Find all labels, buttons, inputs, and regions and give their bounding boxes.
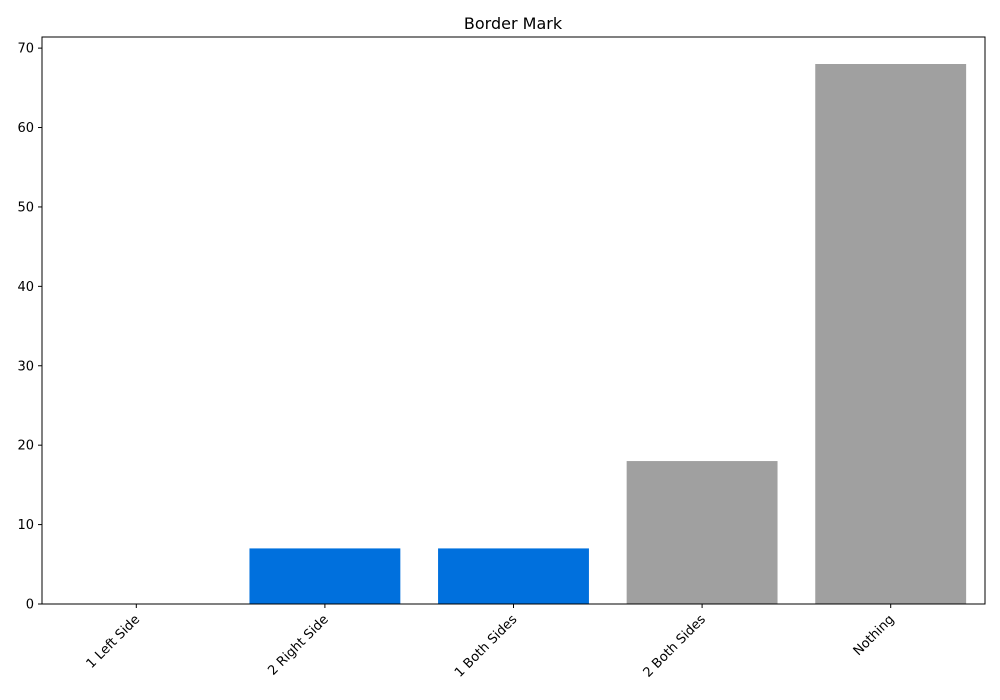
y-tick-label: 50 [17, 200, 34, 215]
y-tick-label: 0 [26, 598, 34, 613]
x-tick-label: Nothing [851, 612, 898, 659]
bar-2-right-side [249, 548, 401, 604]
y-tick-label: 40 [17, 280, 34, 295]
y-tick-label: 60 [17, 121, 34, 136]
bar-nothing [815, 64, 967, 604]
y-tick-label: 20 [17, 439, 34, 454]
bar-2-both-sides [626, 461, 778, 604]
bars-group [249, 64, 967, 604]
chart-title: Border Mark [464, 14, 563, 33]
x-axis: 1 Left Side 2 Right Side 1 Both Sides 2 Bot… [84, 604, 898, 681]
y-tick-label: 10 [17, 518, 34, 533]
x-tick-label: 1 Left Side [84, 612, 143, 671]
x-tick-label: 2 Both Sides [641, 612, 709, 680]
x-tick-label: 2 Right Side [265, 612, 331, 678]
y-axis: 0 10 20 30 40 50 60 70 [17, 42, 42, 613]
y-tick-label: 30 [17, 359, 34, 374]
y-tick-label: 70 [17, 42, 34, 57]
x-tick-label: 1 Both Sides [452, 612, 520, 680]
bar-1-both-sides [438, 548, 589, 604]
plot-frame [41, 36, 986, 605]
